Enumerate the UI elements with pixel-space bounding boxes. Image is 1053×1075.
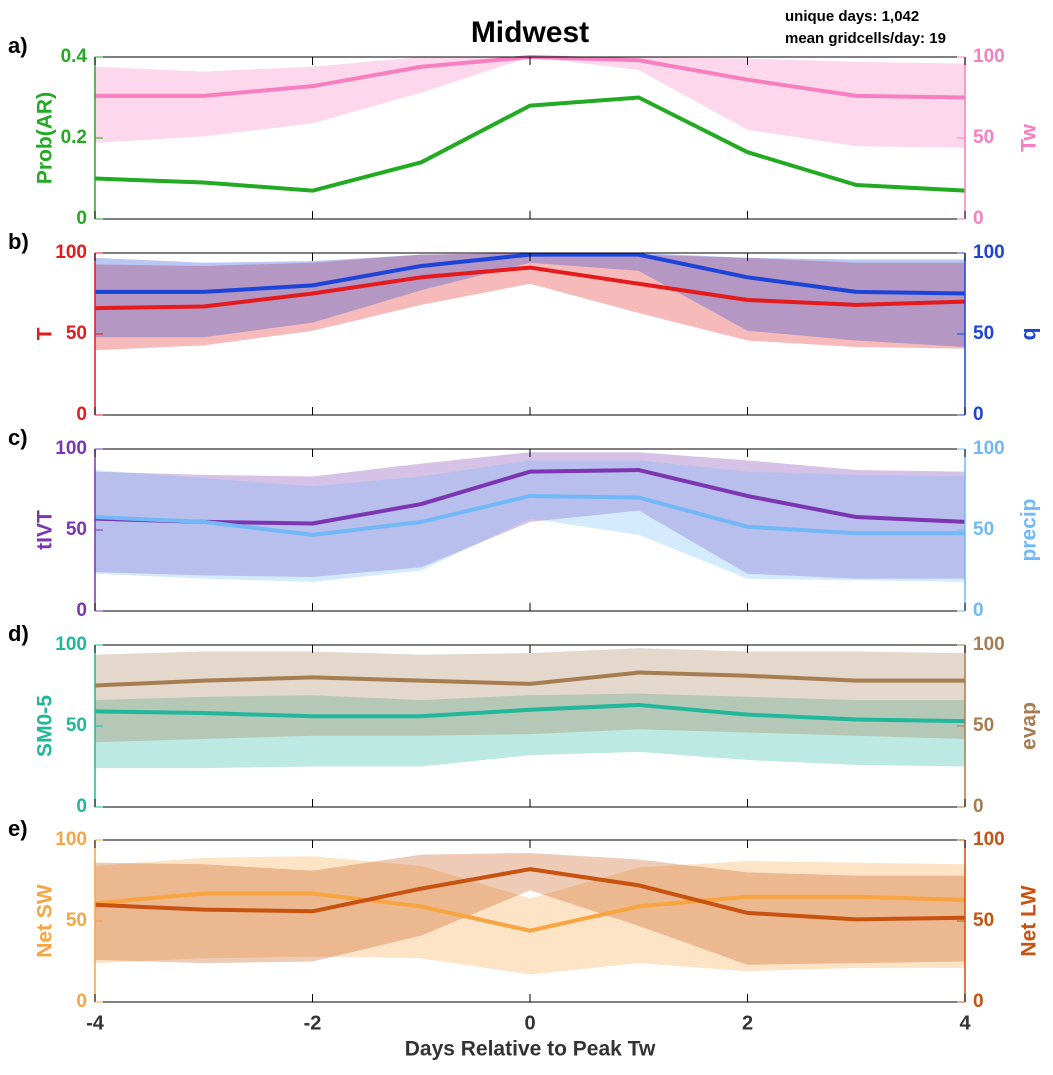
y-tick-label: 100 — [55, 242, 87, 263]
y2-tick-label: 50 — [973, 910, 994, 931]
line — [94, 493, 965, 537]
y2-tick-label: 50 — [973, 715, 994, 736]
band — [95, 852, 965, 965]
y-tick-label: 50 — [66, 519, 87, 540]
x-tick-label: 0 — [524, 1012, 535, 1034]
y2-tick-label: 100 — [973, 438, 1005, 459]
y-tick-label: 50 — [66, 715, 87, 736]
line — [94, 95, 966, 193]
line — [94, 670, 965, 688]
y-tick-label: 100 — [55, 829, 87, 850]
panel-label: d) — [8, 621, 29, 646]
band — [95, 460, 965, 582]
y-axis-label: q — [1018, 328, 1041, 341]
y-axis-label: Net LW — [1018, 885, 1041, 956]
x-tick-label: -4 — [86, 1012, 105, 1034]
x-tick-label: 2 — [742, 1012, 753, 1034]
y2-tick-label: 100 — [973, 634, 1005, 655]
y2-tick-label: 0 — [973, 600, 984, 621]
y2-tick-label: 0 — [973, 404, 984, 425]
line — [94, 867, 966, 922]
y-axis-label: SM0-5 — [34, 695, 57, 757]
panel-label: e) — [8, 816, 28, 841]
y-tick-label: 100 — [55, 438, 87, 459]
x-tick-label: -2 — [304, 1012, 322, 1034]
y2-tick-label: 100 — [973, 242, 1005, 263]
y2-tick-label: 50 — [973, 127, 994, 148]
band — [95, 452, 965, 579]
band — [95, 693, 965, 769]
y-tick-label: 0 — [76, 991, 87, 1012]
y-axis-label: Prob(AR) — [34, 92, 57, 184]
y-axis-label: Tw — [1018, 124, 1041, 152]
y2-tick-label: 50 — [973, 323, 994, 344]
y-axis-label: precip — [1018, 498, 1041, 561]
y2-tick-label: 100 — [973, 829, 1005, 850]
band — [95, 856, 965, 975]
y-tick-label: 100 — [55, 634, 87, 655]
y-axis-label: tIVT — [34, 510, 57, 550]
annotation: mean gridcells/day: 19 — [785, 30, 946, 47]
y-tick-label: 0 — [76, 404, 87, 425]
y-tick-label: 0 — [76, 600, 87, 621]
y-tick-label: 50 — [66, 323, 87, 344]
line — [94, 468, 966, 526]
y2-tick-label: 0 — [973, 991, 984, 1012]
annotation: unique days: 1,042 — [785, 8, 919, 25]
y-axis-label: evap — [1018, 702, 1041, 750]
y2-tick-label: 100 — [973, 46, 1005, 67]
panel-label: a) — [8, 33, 28, 58]
x-tick-label: 4 — [959, 1012, 971, 1034]
y-tick-label: 50 — [66, 910, 87, 931]
panel-label: b) — [8, 229, 29, 254]
y-tick-label: 0 — [76, 796, 87, 817]
y-tick-label: 0 — [76, 208, 87, 229]
y2-tick-label: 0 — [973, 208, 984, 229]
line — [94, 891, 966, 933]
line — [94, 702, 966, 724]
chart-title: Midwest — [471, 16, 589, 49]
x-axis-label: Days Relative to Peak Tw — [405, 1038, 656, 1061]
y-tick-label: 0.4 — [61, 46, 88, 67]
y2-tick-label: 0 — [973, 796, 984, 817]
y-axis-label: Net SW — [34, 884, 57, 958]
band — [95, 57, 965, 148]
band — [95, 648, 965, 743]
y-axis-label: T — [34, 327, 57, 340]
panel-label: c) — [8, 425, 28, 450]
line — [94, 265, 966, 311]
y-tick-label: 0.2 — [61, 127, 87, 148]
y2-tick-label: 50 — [973, 519, 994, 540]
